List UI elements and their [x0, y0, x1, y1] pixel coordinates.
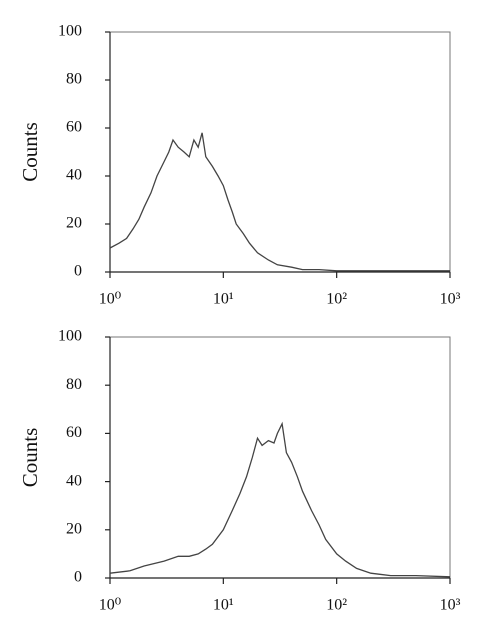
histogram-line: [109, 421, 451, 578]
y-tick-label: 100: [58, 328, 82, 345]
y-tick-label: 20: [66, 215, 82, 232]
x-tick-label: 10²: [326, 597, 347, 614]
histogram-line: [109, 132, 450, 272]
y-axis-label: Counts: [18, 122, 42, 182]
x-tick-label: 10⁰: [99, 291, 121, 308]
y-tick-label: 0: [74, 569, 82, 586]
plot-frame: [109, 31, 451, 273]
x-tick-label: 10³: [440, 597, 461, 614]
y-tick-label: 0: [74, 263, 82, 280]
y-tick-label: 60: [66, 119, 82, 136]
x-tick-label: 10²: [326, 291, 347, 308]
x-tick-label: 10⁰: [99, 597, 121, 614]
y-tick-label: 80: [66, 376, 82, 393]
y-tick-label: 80: [66, 71, 82, 88]
plot-frame: [109, 336, 451, 579]
y-tick-label: 20: [66, 520, 82, 537]
x-tick-label: 10¹: [213, 597, 234, 614]
x-tick-label: 10¹: [213, 291, 234, 308]
y-tick-label: 40: [66, 472, 82, 489]
y-tick-label: 100: [58, 23, 82, 40]
x-tick-label: 10³: [440, 291, 461, 308]
y-axis-label: Counts: [18, 428, 42, 488]
y-tick-label: 60: [66, 424, 82, 441]
y-tick-label: 40: [66, 167, 82, 184]
